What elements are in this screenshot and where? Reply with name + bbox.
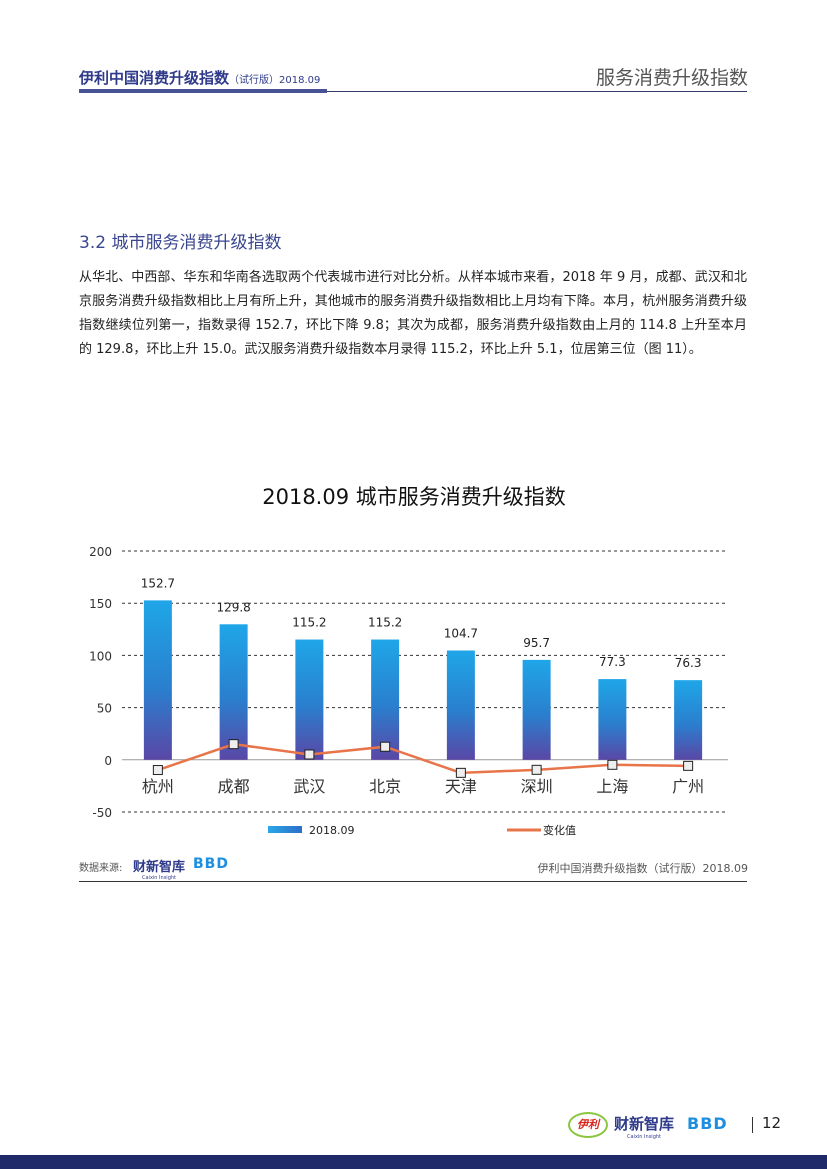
bottom-band xyxy=(0,1155,827,1169)
bar-data-label: 76.3 xyxy=(675,656,702,670)
chart-title: 2018.09 城市服务消费升级指数 xyxy=(262,485,566,509)
report-reference: 伊利中国消费升级指数（试行版）2018.09 xyxy=(537,862,749,875)
caixin-logo-text: 财新智库 xyxy=(133,860,186,875)
change-marker xyxy=(380,741,391,752)
caixin-logo-text: 财新智库 xyxy=(614,1115,675,1133)
x-tick-label: 广州 xyxy=(672,777,704,796)
bar-data-label: 129.8 xyxy=(216,600,250,614)
x-tick-label: 深圳 xyxy=(521,777,553,796)
bar xyxy=(143,600,172,760)
bar xyxy=(674,680,703,760)
bar xyxy=(219,624,248,760)
change-marker xyxy=(228,739,239,750)
bar-data-label: 77.3 xyxy=(599,655,626,669)
bbd-logo: BBD xyxy=(193,856,229,872)
change-marker xyxy=(455,767,466,778)
bar xyxy=(371,639,400,760)
legend-label-bar: 2018.09 xyxy=(309,824,355,837)
legend: 2018.09 变化值 xyxy=(268,823,576,837)
caixin-logo-sub: Caixin Insight xyxy=(142,875,176,881)
header-accent-bar xyxy=(79,89,327,93)
y-tick-label: 0 xyxy=(104,754,112,768)
y-tick-label: 50 xyxy=(97,702,112,716)
bar xyxy=(295,639,324,760)
x-tick-label: 天津 xyxy=(445,777,477,796)
section-title: 3.2 城市服务消费升级指数 xyxy=(79,233,282,253)
x-tick-label: 杭州 xyxy=(142,777,174,796)
section-name: 服务消费升级指数 xyxy=(595,67,748,89)
legend-label-line: 变化值 xyxy=(543,823,576,837)
page-number: 12 xyxy=(762,1114,782,1132)
report-subtitle: （试行版）2018.09 xyxy=(229,75,321,86)
change-marker xyxy=(607,759,618,770)
bar-data-label: 104.7 xyxy=(444,626,478,640)
report-title-text: 伊利中国消费升级指数 xyxy=(79,69,230,87)
change-line xyxy=(157,742,689,775)
bar xyxy=(522,659,551,760)
source-label: 数据来源: xyxy=(79,863,123,874)
x-tick-label: 北京 xyxy=(369,777,401,796)
change-marker xyxy=(683,760,694,771)
bar-data-label: 95.7 xyxy=(523,636,550,650)
yili-logo: 伊利 xyxy=(568,1112,608,1138)
change-marker xyxy=(531,764,542,775)
caixin-logo-bottom: 财新智库 Caixin Insight xyxy=(614,1113,674,1140)
bar xyxy=(446,650,475,760)
bar-data-label: 115.2 xyxy=(368,616,402,630)
caixin-logo-sub: Caixin Insight xyxy=(627,1134,661,1140)
bbd-logo-bottom: BBD xyxy=(687,1114,728,1133)
bar-data-label: 152.7 xyxy=(141,576,175,590)
page-separator xyxy=(752,1117,753,1133)
x-tick-label: 武汉 xyxy=(293,777,325,796)
bar xyxy=(598,679,627,760)
body-paragraph: 从华北、中西部、华东和华南各选取两个代表城市进行对比分析。从样本城市来看，201… xyxy=(79,270,747,357)
report-title: 伊利中国消费升级指数（试行版）2018.09 xyxy=(79,67,320,88)
y-tick-label: 100 xyxy=(89,649,112,663)
y-tick-label: -50 xyxy=(92,806,112,820)
bar-data-label: 115.2 xyxy=(292,616,326,630)
x-tick-label: 上海 xyxy=(596,777,628,796)
change-marker xyxy=(304,749,315,760)
caixin-logo: 财新智库 Caixin Insight xyxy=(133,856,185,881)
y-tick-label: 200 xyxy=(89,545,112,559)
header-rule xyxy=(79,91,747,92)
change-marker xyxy=(152,765,163,776)
footer-rule xyxy=(79,881,747,882)
y-tick-label: 150 xyxy=(89,597,112,611)
legend-swatch-bar xyxy=(268,826,302,833)
x-tick-label: 成都 xyxy=(218,777,250,796)
